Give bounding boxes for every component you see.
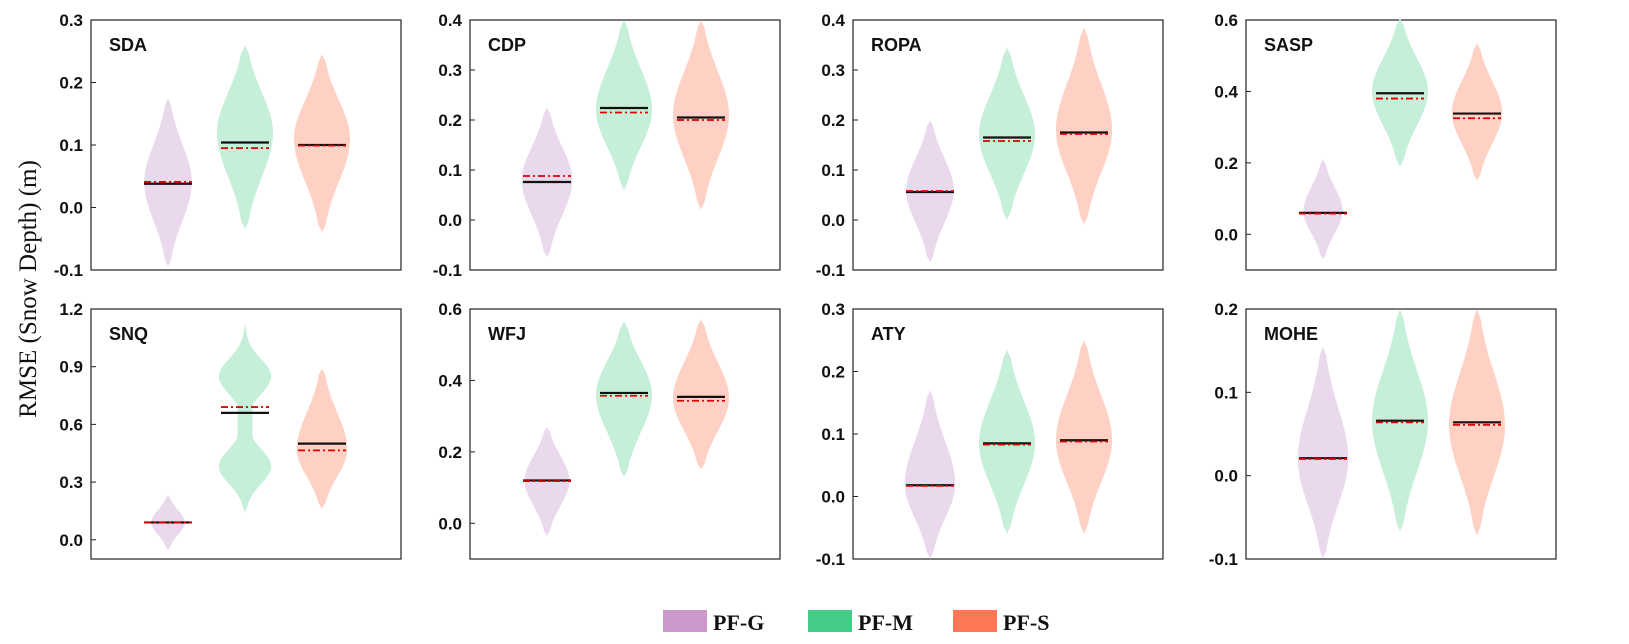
panel-frame: [469, 19, 781, 271]
violin-mohe-pf-g: [1297, 346, 1349, 559]
violin-snq-pf-m: [218, 322, 272, 515]
y-tick-label: -0.1: [816, 261, 845, 280]
panels-group: -0.1 0.0 0.1 0.2 0.3 SDA -0.1 0.0 0.1 0.2 0.3 0.4 CD…: [54, 11, 1557, 569]
y-tick-label: 0.0: [59, 531, 83, 550]
panel-title-wfj: WFJ: [488, 324, 526, 344]
panel-cdp: -0.1 0.0 0.1 0.2 0.3 0.4 CDP: [433, 11, 781, 280]
y-tick-label: 0.1: [438, 161, 462, 180]
panel-title-aty: ATY: [871, 324, 906, 344]
panel-title-ropa: ROPA: [871, 35, 922, 55]
y-tick-label: 0.2: [438, 443, 462, 462]
y-tick-label: 0.4: [438, 11, 462, 30]
y-tick-label: 0.0: [59, 199, 83, 218]
violin-aty-pf-g: [904, 390, 956, 559]
y-tick-label: 0.4: [1214, 82, 1238, 101]
y-tick-label: 0.2: [1214, 300, 1238, 319]
legend-label-pf-g: PF-G: [713, 610, 764, 635]
panel-mohe: -0.1 0.0 0.1 0.2 MOHE: [1209, 300, 1557, 569]
panel-sda: -0.1 0.0 0.1 0.2 0.3 SDA: [54, 11, 402, 280]
violin-sda-pf-g: [144, 98, 192, 267]
y-tick-label: 0.9: [59, 358, 83, 377]
panel-title-snq: SNQ: [109, 324, 148, 344]
y-tick-label: 0.0: [821, 211, 845, 230]
y-tick-label: 0.3: [59, 473, 83, 492]
y-tick-label: 0.3: [821, 300, 845, 319]
violin-cdp-pf-m: [596, 20, 652, 190]
violin-sda-pf-m: [217, 45, 273, 230]
y-tick-label: 0.2: [1214, 154, 1238, 173]
panel-sasp: 0.0 0.2 0.4 0.6 SASP: [1214, 11, 1557, 271]
y-tick-label: 0.6: [59, 415, 83, 434]
y-tick-label: 0.0: [438, 514, 462, 533]
y-tick-label: 0.0: [1214, 225, 1238, 244]
y-tick-label: 0.1: [821, 425, 845, 444]
legend-swatch-pf-s: [953, 610, 997, 632]
legend-label-pf-m: PF-M: [858, 610, 913, 635]
violin-ropa-pf-m: [979, 47, 1035, 220]
legend-label-pf-s: PF-S: [1003, 610, 1049, 635]
y-tick-label: 0.6: [1214, 11, 1238, 30]
panel-frame: [1245, 19, 1557, 271]
y-tick-label: -0.1: [1209, 550, 1238, 569]
y-axis-label: RMSE (Snow Depth) (m): [15, 160, 42, 418]
violin-aty-pf-m: [979, 349, 1035, 534]
y-tick-label: 1.2: [59, 300, 83, 319]
y-tick-label: 0.1: [821, 161, 845, 180]
y-tick-label: 0.0: [1214, 467, 1238, 486]
panel-snq: 0.0 0.3 0.6 0.9 1.2 SNQ: [59, 300, 402, 560]
y-tick-label: 0.1: [1214, 383, 1238, 402]
y-tick-label: 0.2: [59, 74, 83, 93]
y-tick-label: 0.2: [821, 111, 845, 130]
violin-sda-pf-s: [294, 54, 350, 233]
panel-frame: [1245, 308, 1557, 560]
violin-aty-pf-s: [1056, 340, 1112, 534]
panel-title-mohe: MOHE: [1264, 324, 1318, 344]
y-tick-label: -0.1: [816, 550, 845, 569]
panel-title-sasp: SASP: [1264, 35, 1313, 55]
y-tick-label: 0.3: [821, 61, 845, 80]
violin-wfj-pf-m: [596, 321, 652, 477]
y-tick-label: -0.1: [54, 261, 83, 280]
y-tick-label: 0.3: [59, 11, 83, 30]
y-tick-label: 0.0: [821, 488, 845, 507]
y-tick-label: 0.0: [438, 211, 462, 230]
violin-snq-pf-s: [296, 368, 348, 509]
violin-sasp-pf-g: [1303, 159, 1343, 260]
legend: PF-G PF-M PF-S: [663, 610, 1049, 635]
y-tick-label: 0.3: [438, 61, 462, 80]
panel-title-sda: SDA: [109, 35, 147, 55]
panel-title-cdp: CDP: [488, 35, 526, 55]
panel-frame: [90, 308, 402, 560]
panel-frame: [469, 308, 781, 560]
panel-frame: [852, 19, 1164, 271]
y-tick-label: 0.2: [821, 363, 845, 382]
violin-sasp-pf-s: [1451, 43, 1503, 181]
y-tick-label: 0.1: [59, 136, 83, 155]
y-tick-label: 0.4: [438, 371, 462, 390]
violin-ropa-pf-s: [1056, 27, 1112, 225]
panel-ropa: -0.1 0.0 0.1 0.2 0.3 0.4 ROPA: [816, 11, 1164, 280]
panel-aty: -0.1 0.0 0.1 0.2 0.3 ATY: [816, 300, 1164, 569]
y-tick-label: 0.6: [438, 300, 462, 319]
legend-swatch-pf-g: [663, 610, 707, 632]
y-tick-label: 0.2: [438, 111, 462, 130]
violin-cdp-pf-s: [673, 20, 729, 210]
y-tick-label: -0.1: [433, 261, 462, 280]
y-tick-label: 0.4: [821, 11, 845, 30]
panel-wfj: 0.0 0.2 0.4 0.6 WFJ: [438, 300, 781, 560]
violin-wfj-pf-s: [673, 319, 729, 470]
legend-swatch-pf-m: [808, 610, 852, 632]
